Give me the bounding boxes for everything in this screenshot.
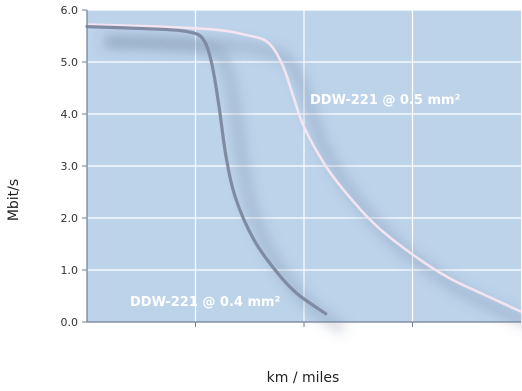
series-label-0.4mm: DDW-221 @ 0.4 mm² <box>130 295 280 310</box>
series-line-1 <box>85 25 328 316</box>
y-tick-label-0: 0.0 <box>61 316 79 329</box>
series-shadow-0 <box>104 35 522 326</box>
y-tick-label-4: 4.0 <box>61 108 79 121</box>
series-shadows <box>104 35 522 334</box>
series-lines <box>85 23 522 316</box>
y-tick-label-5: 5.0 <box>61 56 79 69</box>
y-tick-label-3: 3.0 <box>61 160 79 173</box>
y-axis-title: Mbit/s <box>6 179 22 221</box>
series-line-0 <box>85 23 522 313</box>
grid-lines <box>87 9 521 322</box>
y-tick-label-6: 6.0 <box>61 4 79 17</box>
series-shadow-1 <box>104 37 347 334</box>
x-axis-title: km / miles <box>267 370 340 386</box>
y-ticks: 0.0 1.0 2.0 3.0 4.0 5.0 6.0 <box>61 4 87 329</box>
x-ticks <box>195 322 413 327</box>
y-tick-label-2: 2.0 <box>61 212 79 225</box>
series-label-0.5mm: DDW-221 @ 0.5 mm² <box>310 93 460 108</box>
y-tick-label-1: 1.0 <box>61 264 79 277</box>
